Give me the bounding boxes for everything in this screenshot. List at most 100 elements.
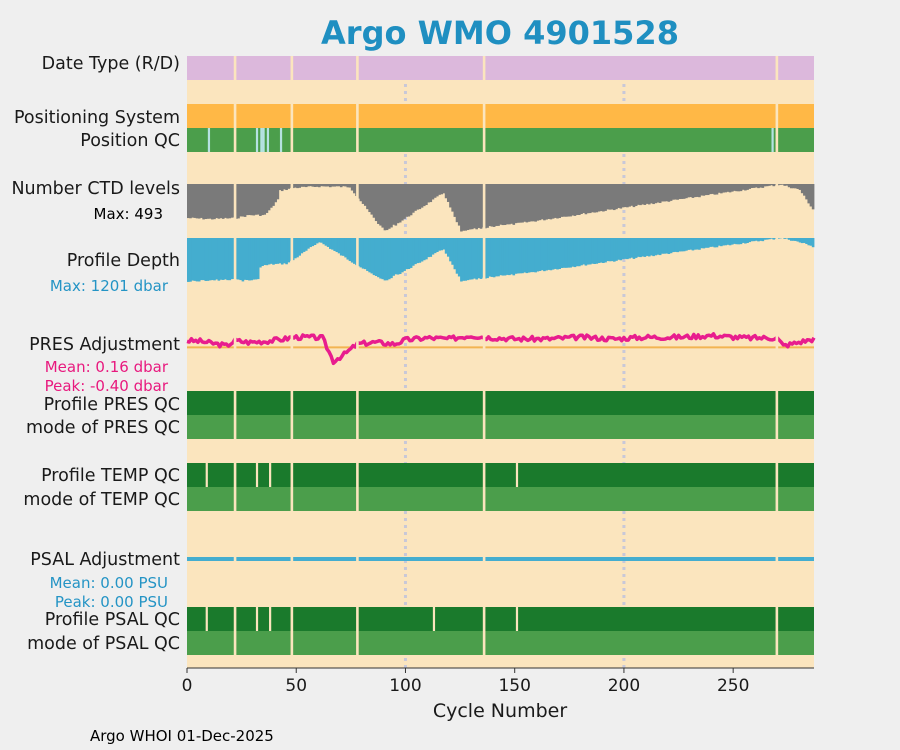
bar-n_levels-51: [298, 184, 302, 188]
row-profile_depth: [187, 238, 815, 282]
bar-n_levels-53: [302, 184, 306, 187]
bar-n_levels-81: [363, 184, 367, 206]
bar-profile_depth-0: [187, 238, 190, 282]
label-profile-psal-qc: Profile PSAL QC: [45, 610, 180, 630]
bar-n_levels-59: [315, 184, 319, 187]
bar-n_levels-153: [521, 184, 524, 223]
bar-n_levels-240: [711, 184, 714, 194]
flag-pos_qc-268: [771, 128, 774, 152]
bar-n_levels-246: [724, 184, 728, 193]
bar-n_levels-12: [213, 184, 216, 220]
bar-profile_depth-70: [339, 238, 343, 256]
bar-profile_depth-201: [626, 238, 629, 260]
bar-profile_depth-156: [527, 238, 531, 273]
bar-profile_depth-126: [462, 238, 465, 281]
gap-lines: [233, 56, 779, 668]
bar-n_levels-285: [809, 184, 813, 207]
bar-n_levels-6: [200, 184, 203, 218]
bar-n_levels-216: [658, 184, 662, 203]
bar-profile_depth-91: [385, 238, 389, 281]
bar-n_levels-265: [765, 184, 769, 187]
bar-profile_depth-258: [750, 238, 754, 242]
bar-n_levels-29: [250, 184, 253, 216]
bar-profile_depth-16: [221, 238, 225, 280]
bar-n_levels-125: [460, 184, 463, 232]
bar-n_levels-194: [610, 184, 614, 210]
flag-prof_temp_qc-38: [269, 463, 272, 487]
bar-n_levels-10: [208, 184, 212, 219]
bar-profile_depth-46: [287, 238, 291, 263]
row-prof_pres_qc: [187, 391, 814, 415]
label-psal-adjustment: PSAL Adjustment: [30, 550, 180, 570]
bar-n_levels-173: [564, 184, 568, 217]
row-psal_qc_mode: [187, 631, 814, 655]
bar-profile_depth-39: [272, 238, 275, 265]
bar-n_levels-140: [492, 184, 496, 227]
bar-n_levels-261: [757, 184, 760, 189]
bar-profile_depth-181: [582, 238, 586, 265]
bar-profile_depth-98: [401, 238, 404, 273]
bar-profile_depth-250: [733, 238, 736, 244]
bar-profile_depth-108: [422, 238, 426, 261]
bar-profile_depth-176: [571, 238, 575, 267]
bar-profile_depth-197: [617, 238, 620, 260]
bar-profile_depth-32: [256, 238, 260, 280]
bar-profile_depth-34: [261, 238, 264, 267]
bar-n_levels-286: [811, 184, 815, 210]
bar-profile_depth-174: [567, 238, 570, 268]
bar-n_levels-89: [381, 184, 385, 228]
bar-n_levels-226: [680, 184, 684, 199]
data-rows: [186, 56, 816, 655]
bar-n_levels-26: [243, 184, 247, 217]
bar-profile_depth-118: [444, 238, 448, 254]
bar-profile_depth-138: [488, 238, 492, 277]
bar-profile_depth-251: [735, 238, 738, 245]
bar-n_levels-86: [374, 184, 378, 222]
bar-profile_depth-149: [512, 238, 516, 276]
bar-n_levels-209: [643, 184, 647, 205]
bar-profile_depth-284: [807, 238, 811, 246]
bar-n_levels-13: [215, 184, 218, 219]
bar-n_levels-32: [256, 184, 260, 215]
bar-n_levels-282: [803, 184, 806, 196]
bar-n_levels-281: [800, 184, 804, 194]
bar-n_levels-238: [706, 184, 710, 196]
bar-n_levels-93: [390, 184, 393, 228]
bar-n_levels-52: [300, 184, 304, 187]
bar-profile_depth-220: [667, 238, 671, 254]
bar-n_levels-76: [353, 184, 356, 194]
x-tick-label-50: 50: [285, 676, 307, 696]
pres-adjustment-mean: Mean: 0.16 dbar: [45, 358, 169, 376]
bar-n_levels-154: [523, 184, 527, 222]
psal-adjustment-peak: Peak: 0.00 PSU: [55, 593, 168, 611]
bar-n_levels-14: [217, 184, 221, 219]
bar-n_levels-242: [715, 184, 719, 195]
footer-source: Argo WHOI 01-Dec-2025: [90, 727, 274, 745]
bar-profile_depth-257: [748, 238, 752, 243]
bar-profile_depth-89: [381, 238, 385, 280]
bar-n_levels-71: [342, 184, 345, 187]
bar-profile_depth-154: [523, 238, 527, 273]
bar-profile_depth-75: [350, 238, 354, 263]
band-prof_temp_qc: [187, 463, 814, 487]
bar-n_levels-161: [538, 184, 542, 221]
bar-n_levels-170: [558, 184, 561, 219]
bar-n_levels-192: [606, 184, 610, 210]
row-temp_qc_mode: [187, 487, 814, 511]
bar-profile_depth-227: [682, 238, 686, 252]
bar-profile_depth-245: [722, 238, 725, 246]
bar-profile_depth-121: [451, 238, 454, 265]
bar-n_levels-232: [693, 184, 697, 198]
bar-n_levels-156: [527, 184, 531, 222]
bar-n_levels-249: [730, 184, 734, 192]
flag-pos_qc-37: [266, 128, 270, 152]
bar-n_levels-7: [202, 184, 205, 220]
bar-profile_depth-213: [652, 238, 655, 257]
bar-n_levels-258: [750, 184, 754, 189]
bar-profile_depth-241: [713, 238, 717, 248]
bar-profile_depth-115: [438, 238, 441, 251]
bar-profile_depth-90: [383, 238, 387, 281]
bar-profile_depth-185: [591, 238, 594, 264]
bar-n_levels-147: [508, 184, 511, 225]
row-pos_qc: [187, 128, 814, 152]
